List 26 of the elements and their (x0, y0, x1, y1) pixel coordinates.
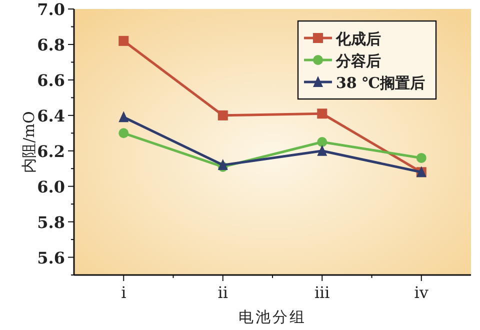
y-tick-label: 6.4 (37, 106, 65, 126)
point (416, 152, 426, 163)
point (218, 110, 228, 120)
point (317, 144, 328, 156)
y-tick-label: 6.0 (37, 177, 65, 196)
legend-label: 化成后 (335, 30, 381, 48)
point (118, 111, 129, 122)
legend-label: 分容后 (335, 52, 381, 70)
legend-label: 38 ℃搁置后 (336, 74, 426, 92)
point (317, 137, 328, 147)
y-tick-label: 7.0 (37, 0, 65, 19)
y-tick-label: 5.6 (37, 248, 65, 268)
x-tick-label: iii (314, 283, 330, 302)
point (118, 36, 129, 46)
x-axis-title: 电池分组 (238, 308, 306, 326)
y-tick-label: 6.2 (37, 142, 65, 161)
y-tick-label: 6.6 (37, 70, 65, 90)
y-tick-label: 5.8 (37, 212, 65, 232)
x-tick-label: iv (414, 283, 428, 302)
y-axis-title: 内阻/mO (20, 111, 38, 173)
point (118, 128, 129, 138)
point (317, 108, 328, 119)
x-tick-label: i (121, 283, 126, 302)
x-tick-label: ii (218, 283, 228, 302)
y-tick-label: 6.8 (37, 35, 65, 54)
point (218, 159, 228, 170)
